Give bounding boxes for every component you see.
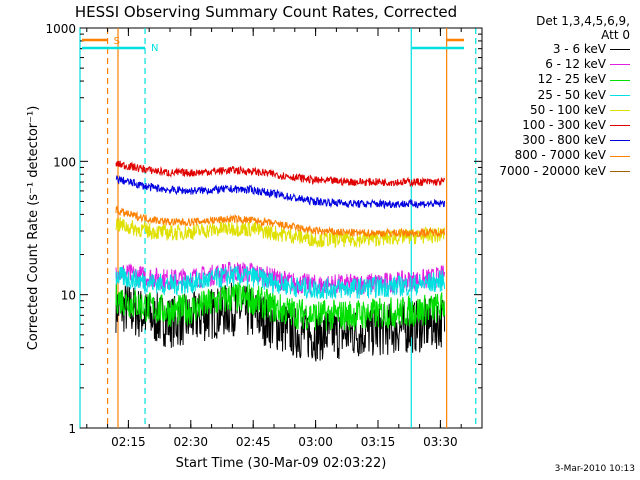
y-tick-label: 1 — [68, 422, 76, 436]
legend-header-line-2: Att 0 — [601, 28, 630, 42]
legend-header-line-1: Det 1,3,4,5,6,9, — [536, 14, 630, 28]
legend-item: 6 - 12 keV — [460, 57, 630, 72]
legend-swatch — [610, 64, 630, 66]
legend-item: 25 - 50 keV — [460, 88, 630, 103]
legend: Det 1,3,4,5,6,9, Att 0 3 - 6 keV 6 - 12 k… — [460, 14, 630, 179]
x-tick-label: 02:45 — [236, 435, 271, 449]
series-lines — [115, 160, 446, 362]
annotation-n: N — [151, 43, 158, 54]
legend-swatch — [610, 94, 630, 96]
legend-swatch — [610, 140, 630, 142]
legend-label: 7000 - 20000 keV — [499, 163, 606, 178]
legend-label: 12 - 25 keV — [537, 72, 606, 87]
series-line — [115, 261, 446, 296]
legend-swatch — [610, 170, 630, 172]
chart-title: HESSI Observing Summary Count Rates, Cor… — [75, 3, 457, 21]
legend-label: 300 - 800 keV — [522, 133, 606, 148]
annotations: SN — [82, 36, 464, 54]
plot-frame — [79, 27, 483, 429]
legend-item: 12 - 25 keV — [460, 72, 630, 87]
legend-swatch — [610, 155, 630, 157]
annotation-s: S — [114, 36, 120, 47]
series-line — [115, 205, 446, 239]
legend-label: 6 - 12 keV — [545, 57, 606, 72]
legend-item: 300 - 800 keV — [460, 133, 630, 148]
series-line — [115, 265, 446, 300]
legend-swatch — [610, 109, 630, 111]
legend-label: 3 - 6 keV — [552, 42, 606, 56]
timestamp: 3-Mar-2010 10:13 — [554, 464, 635, 474]
legend-label: 800 - 7000 keV — [514, 148, 606, 163]
legend-label: 100 - 300 keV — [522, 118, 606, 133]
legend-label: 25 - 50 keV — [537, 87, 606, 102]
legend-label: 50 - 100 keV — [529, 102, 606, 117]
legend-swatch — [610, 79, 630, 81]
legend-item: 100 - 300 keV — [460, 118, 630, 133]
x-tick-label: 02:30 — [173, 435, 208, 449]
legend-item: 50 - 100 keV — [460, 103, 630, 118]
legend-item: 800 - 7000 keV — [460, 148, 630, 163]
series-line — [115, 175, 446, 210]
legend-swatch — [610, 49, 630, 51]
series-line — [115, 160, 446, 188]
series-line — [115, 217, 446, 249]
series-line — [115, 282, 446, 331]
legend-item: 7000 - 20000 keV — [460, 164, 630, 179]
x-tick-label: 03:00 — [298, 435, 333, 449]
x-tick-label: 02:15 — [111, 435, 146, 449]
x-axis: 02:15 02:30 02:45 03:00 03:15 03:30 — [86, 28, 483, 449]
x-axis-label: Start Time (30-Mar-09 02:03:22) — [176, 456, 387, 471]
legend-swatch — [610, 125, 630, 127]
legend-item: 3 - 6 keV — [460, 42, 630, 57]
x-tick-label: 03:15 — [361, 435, 396, 449]
legend-rows: 3 - 6 keV 6 - 12 keV 12 - 25 keV 25 - 50 ke… — [460, 42, 630, 179]
y-tick-label: 10 — [61, 289, 76, 303]
y-tick-label: 100 — [53, 155, 76, 169]
y-tick-label: 1000 — [45, 22, 76, 36]
x-tick-label: 03:30 — [423, 435, 458, 449]
y-axis: 1 10 100 1000 — [45, 22, 482, 436]
y-axis-label: Corrected Count Rate (s⁻¹ detector⁻¹) — [26, 106, 41, 351]
